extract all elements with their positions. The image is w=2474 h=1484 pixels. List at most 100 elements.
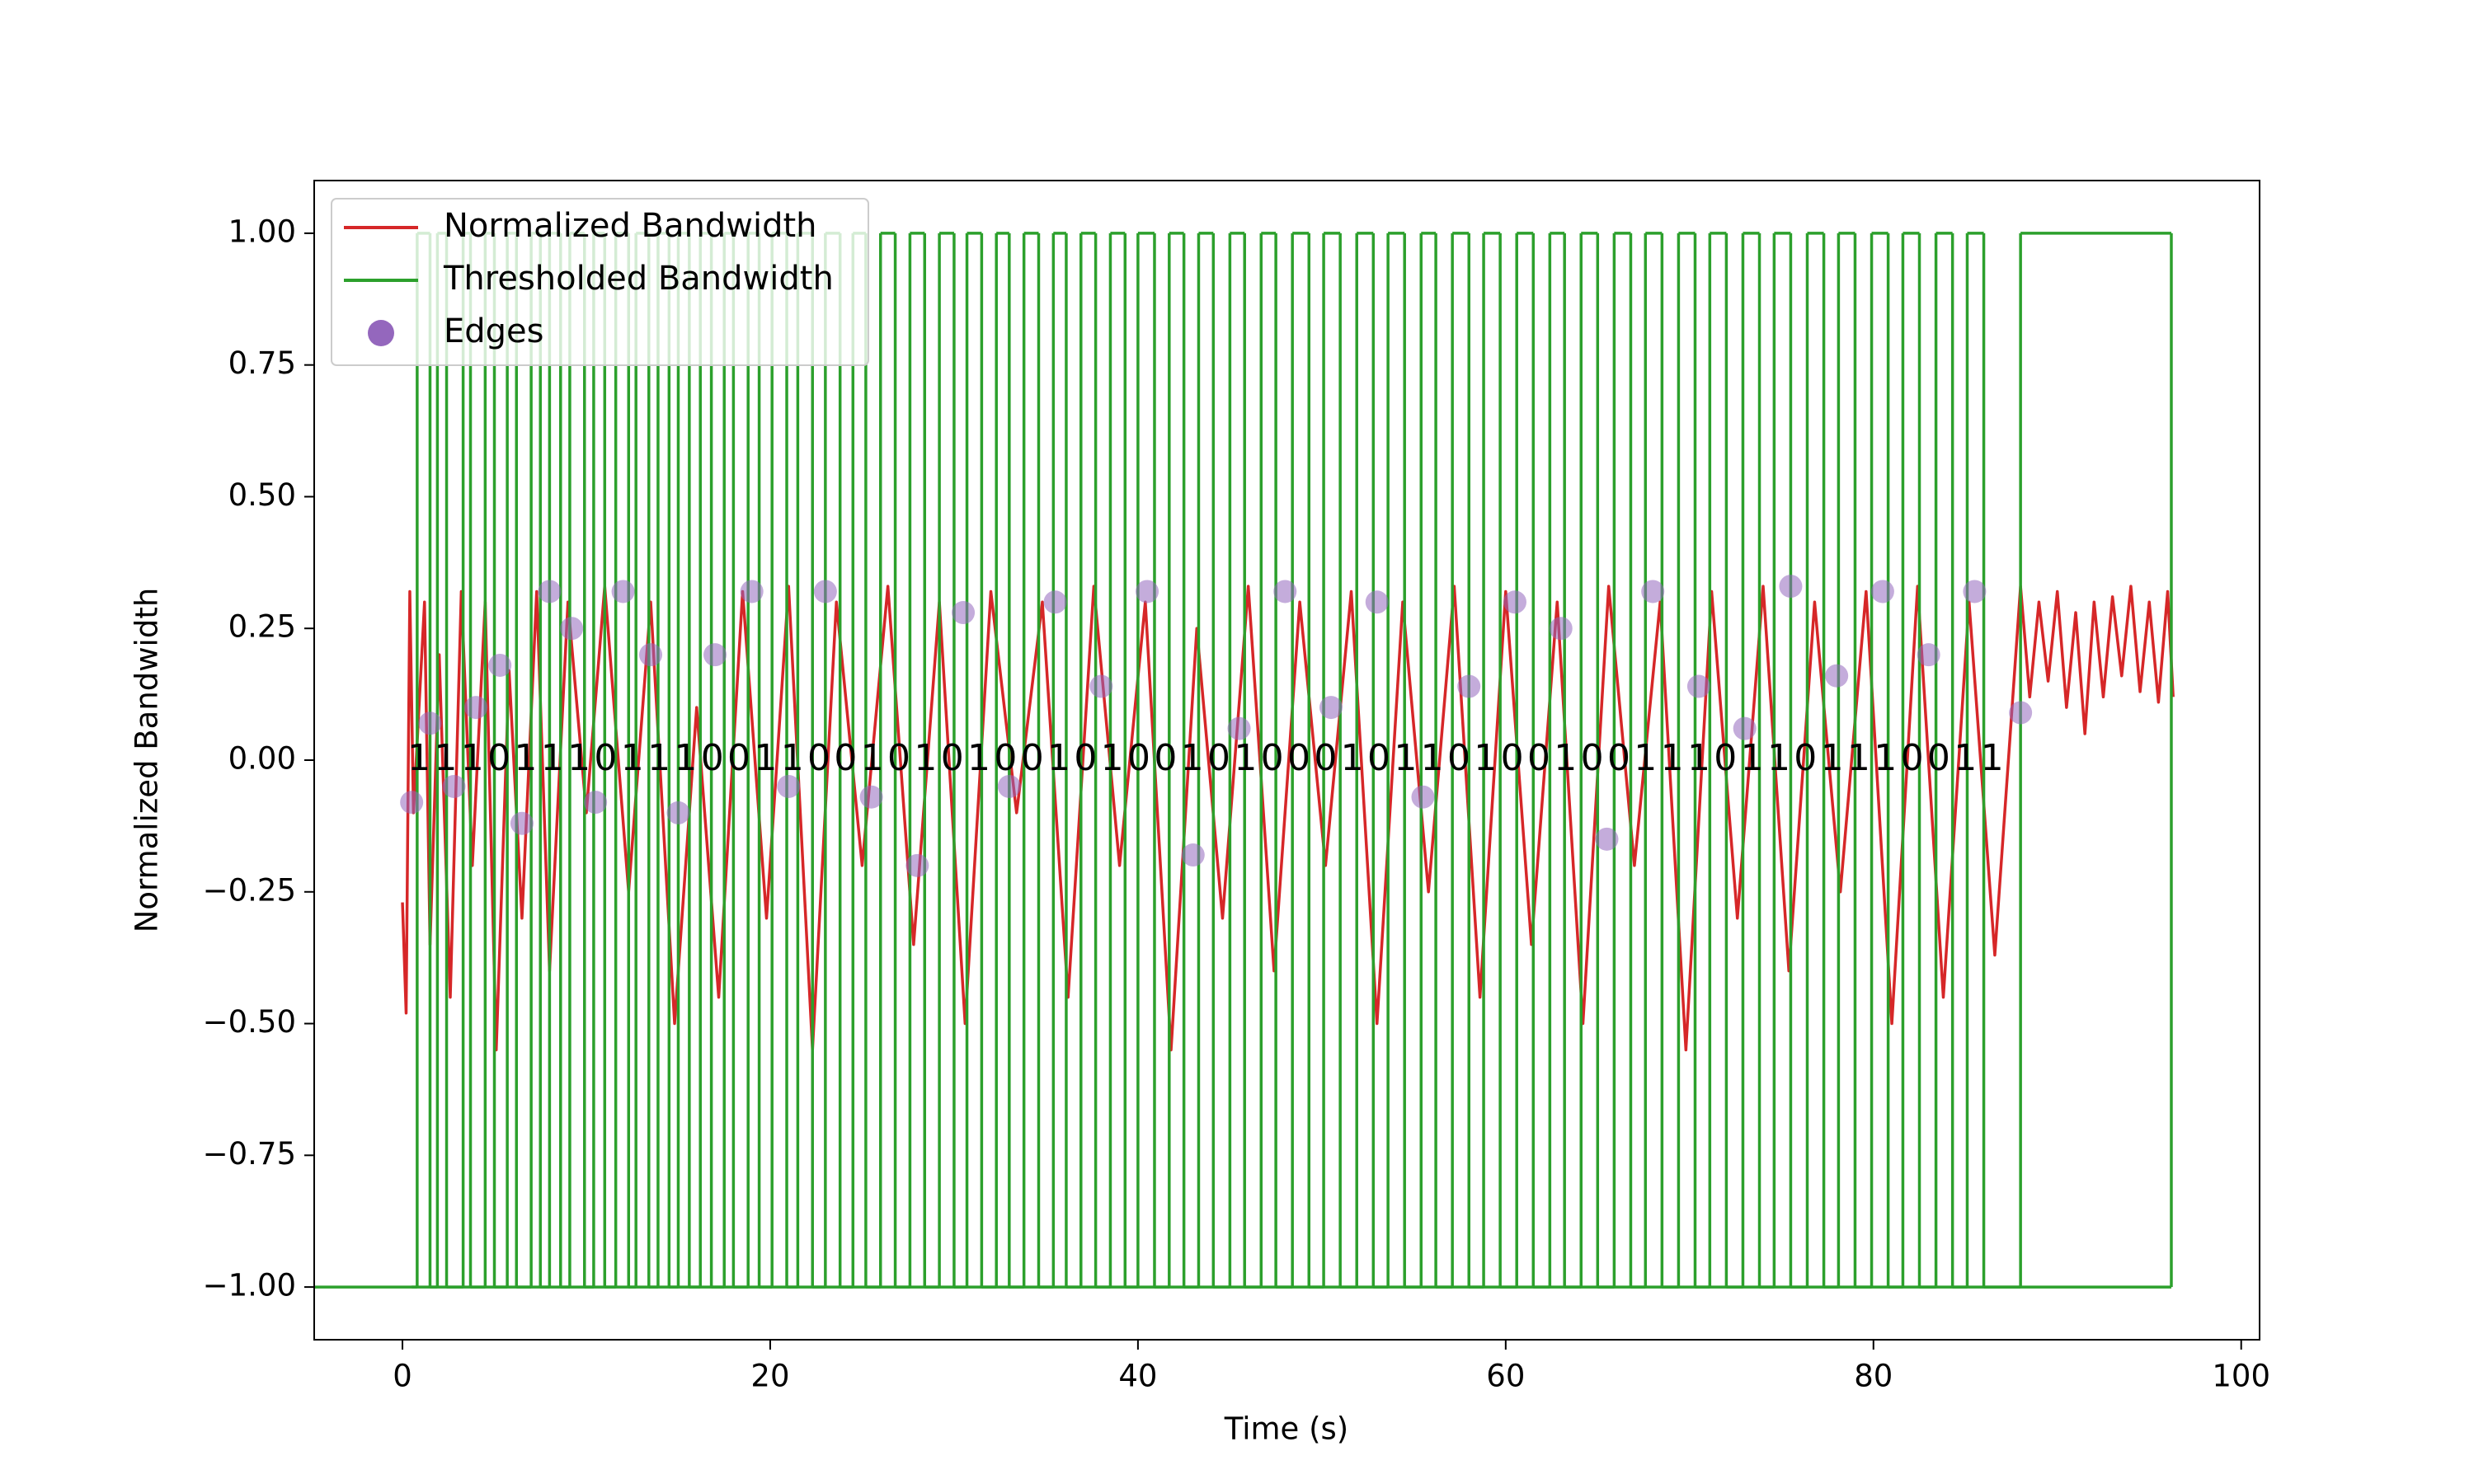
edge-point: [1825, 664, 1849, 688]
bit-label: 0: [487, 737, 510, 779]
bit-label: 0: [1367, 737, 1390, 779]
x-tick-label: 0: [393, 1359, 412, 1394]
bit-label: 1: [461, 737, 484, 779]
edge-point: [1043, 590, 1067, 614]
bit-label: 0: [1901, 737, 1924, 779]
edge-point: [777, 774, 801, 798]
edge-point: [464, 696, 488, 720]
edge-point: [905, 853, 929, 877]
edge-point: [1457, 674, 1481, 698]
bit-label: 0: [1314, 737, 1337, 779]
bit-label: 0: [1581, 737, 1604, 779]
bit-label: 0: [1261, 737, 1284, 779]
edge-point: [1686, 674, 1710, 698]
y-tick-label: −1.00: [203, 1268, 296, 1303]
edge-point: [1227, 716, 1251, 740]
legend-label: Thresholded Bandwidth: [443, 260, 834, 298]
edge-point: [1411, 785, 1435, 809]
edge-point: [1963, 580, 1987, 603]
edge-point: [584, 791, 608, 815]
bit-label: 1: [861, 737, 884, 779]
bit-label: 1: [1874, 737, 1897, 779]
legend-marker: [368, 320, 394, 346]
bit-label: 1: [1047, 737, 1070, 779]
bit-label: 1: [407, 737, 430, 779]
bit-label: 1: [1767, 737, 1790, 779]
edge-point: [1595, 827, 1619, 851]
edge-point: [510, 811, 534, 835]
edge-point: [1733, 716, 1757, 740]
edge-point: [400, 791, 424, 815]
edge-point: [1549, 617, 1573, 641]
edge-point: [2009, 701, 2033, 725]
y-tick-label: −0.75: [203, 1136, 296, 1172]
edge-point: [611, 580, 635, 603]
y-tick-label: −0.50: [203, 1004, 296, 1040]
edge-point: [1779, 575, 1803, 599]
bit-label: 1: [1821, 737, 1844, 779]
bit-label: 0: [994, 737, 1017, 779]
bit-label: 1: [914, 737, 937, 779]
x-axis-label: Time (s): [1224, 1411, 1348, 1447]
edge-point: [488, 653, 512, 677]
edge-point: [1273, 580, 1297, 603]
y-axis-label: Normalized Bandwidth: [129, 588, 165, 933]
bit-label: 1: [567, 737, 590, 779]
bit-label: 0: [1501, 737, 1524, 779]
bit-label: 0: [727, 737, 750, 779]
bit-label: 0: [594, 737, 617, 779]
bit-label: 1: [1741, 737, 1764, 779]
bit-label: 0: [1021, 737, 1044, 779]
step-risers: [416, 232, 2173, 1288]
x-tick-label: 100: [2212, 1359, 2270, 1394]
edge-point: [560, 617, 584, 641]
edge-point: [639, 643, 663, 667]
bit-label: 0: [807, 737, 830, 779]
bit-label: 0: [1927, 737, 1950, 779]
legend-label: Edges: [444, 312, 544, 350]
bit-label: 1: [647, 737, 670, 779]
bit-label: 0: [701, 737, 724, 779]
edge-point: [952, 601, 976, 625]
bit-label: 1: [1394, 737, 1417, 779]
bit-label: 1: [1847, 737, 1870, 779]
legend-box: [331, 198, 869, 366]
bit-label: 1: [1981, 737, 2004, 779]
bit-label: 1: [1181, 737, 1204, 779]
line-series: [401, 585, 2175, 1052]
bit-label: 1: [674, 737, 697, 779]
edge-point: [1365, 590, 1389, 614]
edge-point: [1917, 643, 1940, 667]
edge-point: [859, 785, 883, 809]
bit-label: 0: [941, 737, 964, 779]
y-tick-label: 0.25: [228, 609, 296, 645]
bit-label: 0: [1154, 737, 1177, 779]
bit-label: 1: [967, 737, 990, 779]
y-tick-label: 0.75: [228, 345, 296, 381]
y-tick-label: 0.50: [228, 477, 296, 513]
bit-label: 0: [1287, 737, 1310, 779]
edge-point: [1181, 843, 1205, 867]
y-tick-label: 1.00: [228, 214, 296, 249]
x-tick-label: 20: [750, 1359, 789, 1394]
bit-label: 0: [1074, 737, 1097, 779]
bit-label: 1: [1687, 737, 1710, 779]
legend-label: Normalized Bandwidth: [444, 207, 817, 245]
bit-label: 0: [834, 737, 857, 779]
x-tick-label: 80: [1854, 1359, 1893, 1394]
bit-label: 1: [1554, 737, 1577, 779]
bit-label: 0: [1714, 737, 1737, 779]
x-tick-label: 60: [1486, 1359, 1525, 1394]
bit-label: 1: [621, 737, 644, 779]
edge-point: [740, 580, 764, 603]
bit-label: 1: [541, 737, 564, 779]
bit-label: 1: [1661, 737, 1684, 779]
edge-point: [1641, 580, 1665, 603]
edge-point: [1503, 590, 1526, 614]
bit-label: 0: [1447, 737, 1470, 779]
bit-label: 1: [1474, 737, 1497, 779]
edge-point: [1870, 580, 1894, 603]
edge-point: [442, 774, 466, 798]
x-tick-label: 40: [1118, 1359, 1157, 1394]
